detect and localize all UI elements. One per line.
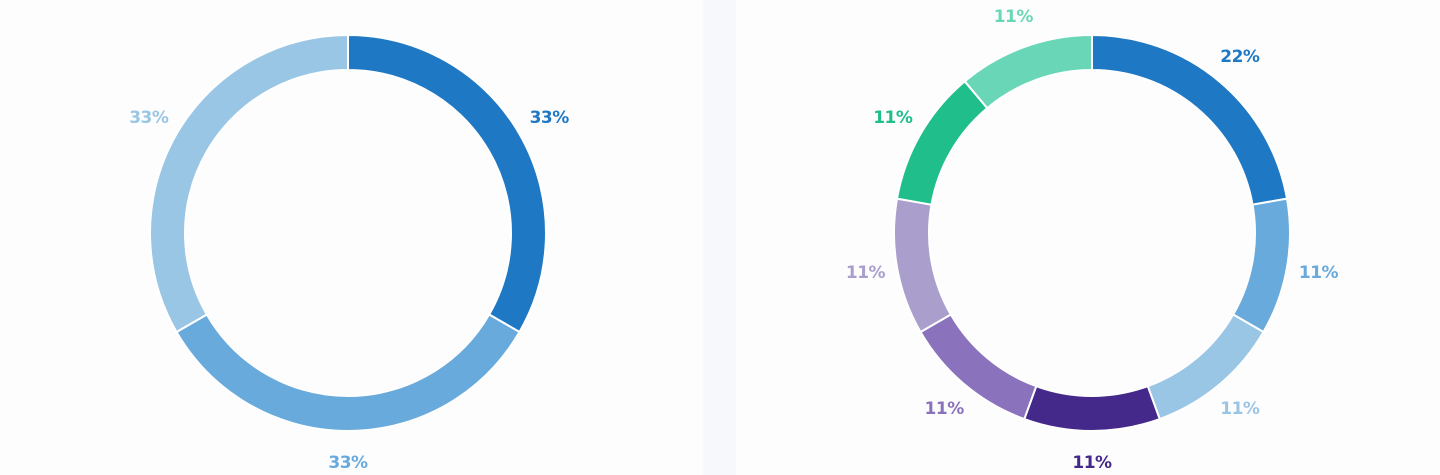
percent-label: 11% bbox=[994, 7, 1034, 27]
percent-label: 11% bbox=[1072, 453, 1112, 473]
percent-label: 22% bbox=[1220, 47, 1260, 67]
donut-segment bbox=[175, 313, 521, 432]
donut-segment bbox=[1231, 197, 1291, 334]
percent-label: 11% bbox=[846, 263, 886, 283]
percent-label: 33% bbox=[129, 108, 169, 128]
percent-label: 11% bbox=[1220, 399, 1260, 419]
donut-segment bbox=[347, 33, 547, 334]
donut-segment bbox=[893, 197, 953, 334]
donut-segment bbox=[963, 33, 1093, 110]
percent-label: 11% bbox=[925, 399, 965, 419]
percent-label: 11% bbox=[873, 108, 913, 128]
percent-label: 33% bbox=[530, 108, 570, 128]
donut-chart-right: 22% 11% 11% 11% 11% 11% 11% 11% bbox=[846, 7, 1339, 473]
percent-label: 33% bbox=[328, 453, 368, 473]
chart-panel-right: 22% 11% 11% 11% 11% 11% 11% 11% bbox=[736, 0, 1440, 475]
donut-segment bbox=[1022, 384, 1162, 432]
chart-panel-left: 33% 33% 33% bbox=[0, 0, 703, 475]
donut-chart-left: 33% 33% 33% bbox=[129, 33, 570, 473]
donut-segment bbox=[149, 33, 349, 334]
donut-segment bbox=[895, 79, 989, 206]
percent-label: 11% bbox=[1299, 263, 1339, 283]
